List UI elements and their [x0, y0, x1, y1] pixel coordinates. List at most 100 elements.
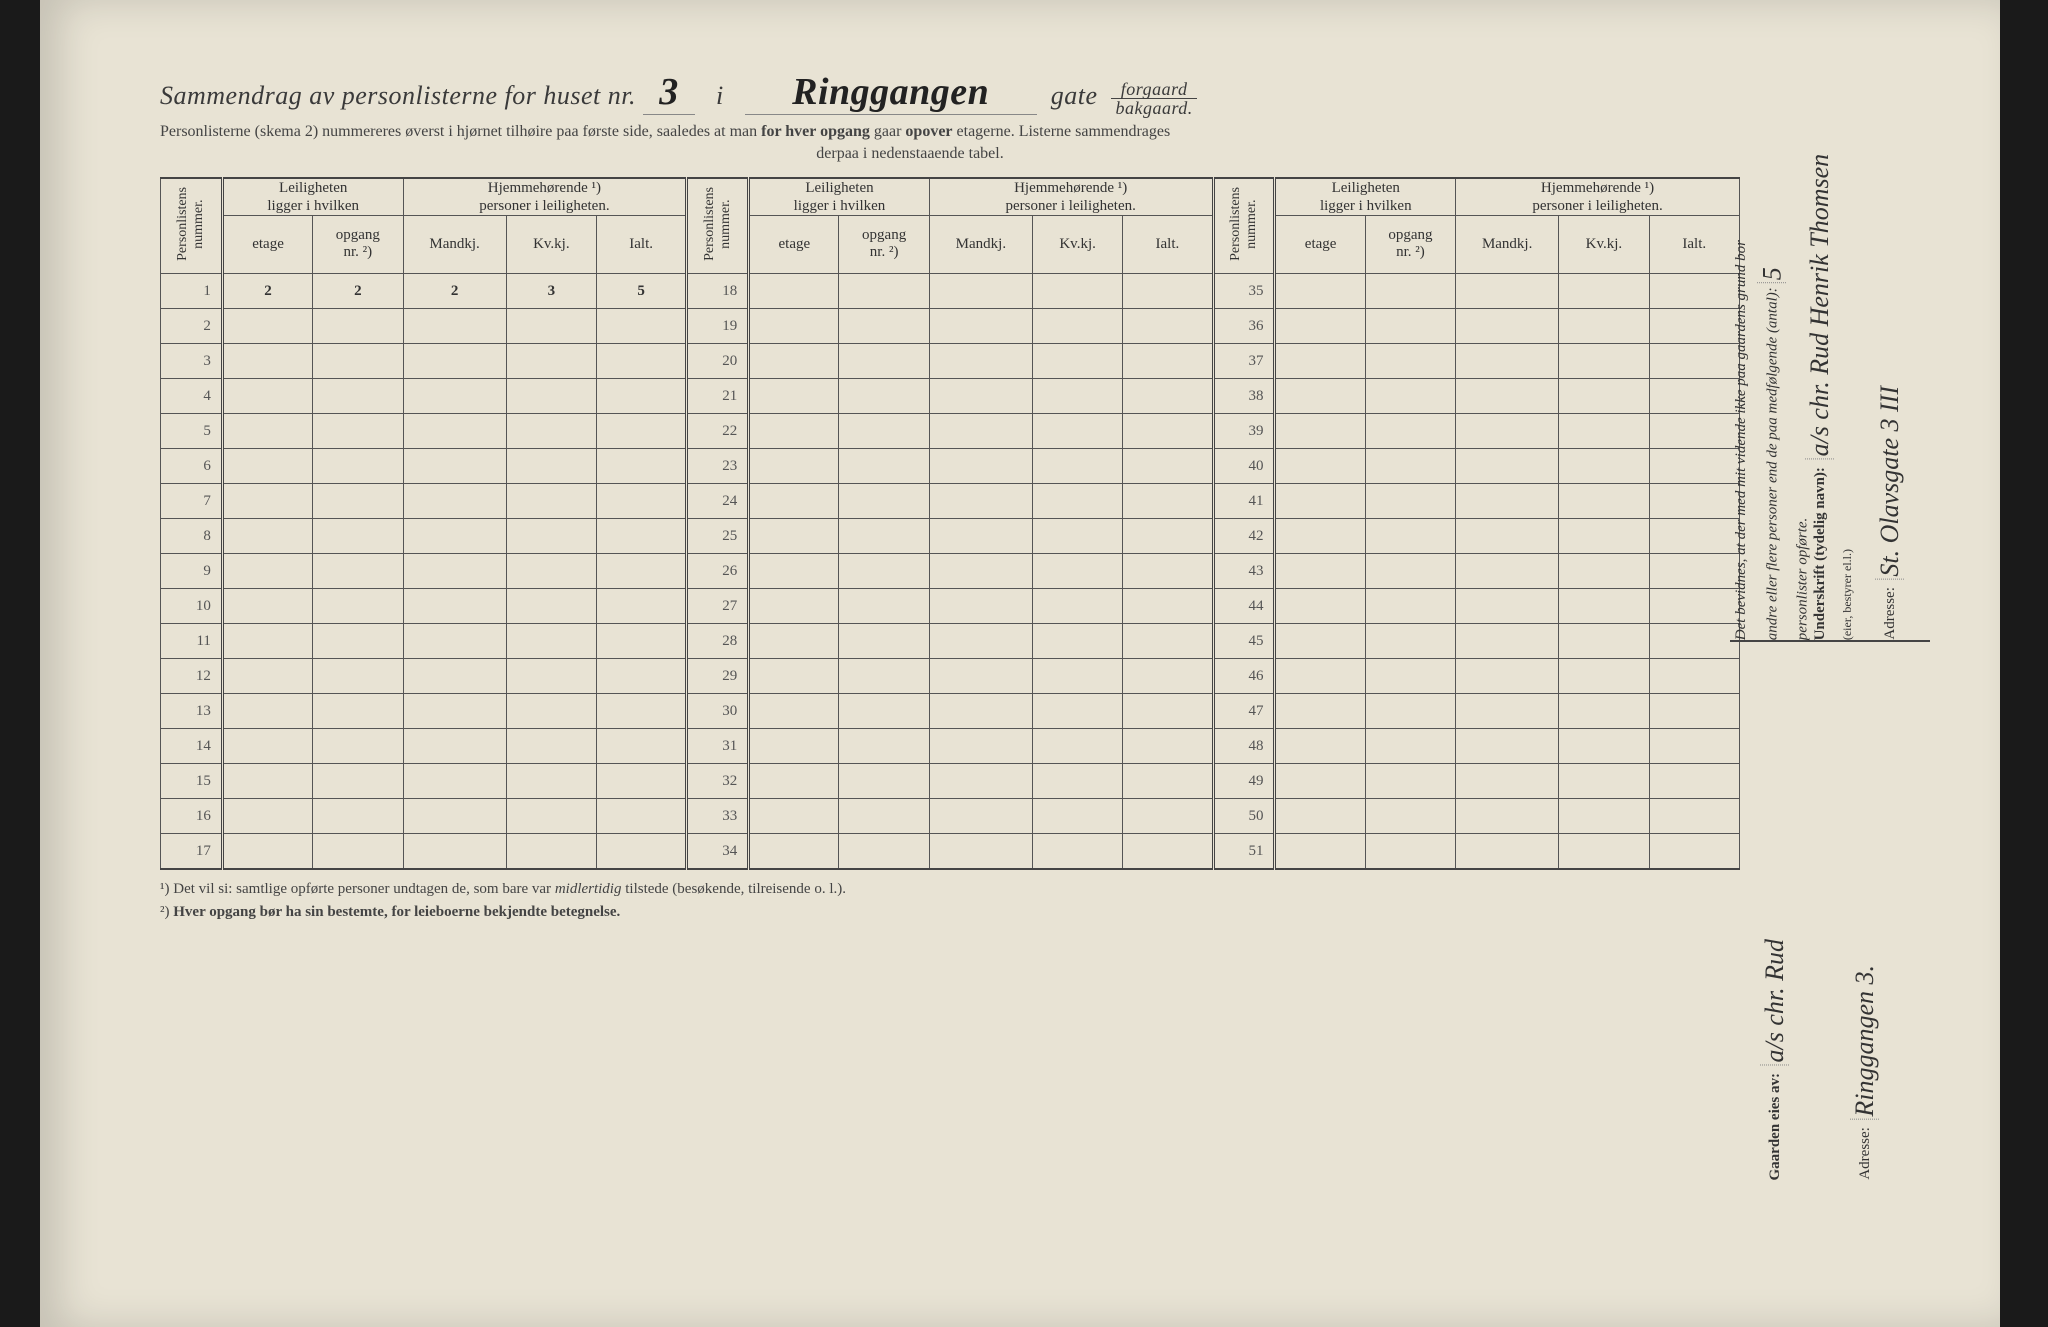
table-cell [222, 624, 312, 659]
table-cell [1275, 729, 1365, 764]
table-cell [1275, 379, 1365, 414]
table-cell [749, 344, 839, 379]
table-row: 72441 [161, 484, 1740, 519]
table-cell [1275, 554, 1365, 589]
table-cell: 42 [1213, 519, 1275, 554]
table-cell [749, 414, 839, 449]
table-cell [749, 309, 839, 344]
table-cell [1456, 554, 1559, 589]
table-cell: 6 [161, 449, 223, 484]
table-cell [403, 344, 506, 379]
table-cell: 32 [687, 764, 749, 799]
table-cell [1123, 274, 1213, 309]
table-cell [929, 519, 1032, 554]
hdr-opgang-2: opgangnr. ²) [839, 215, 929, 274]
table-cell [1032, 799, 1122, 834]
table-cell [313, 344, 403, 379]
table-cell: 14 [161, 729, 223, 764]
table-cell [222, 764, 312, 799]
table-cell [222, 554, 312, 589]
table-cell: 33 [687, 799, 749, 834]
table-cell [1559, 694, 1649, 729]
table-cell [1123, 799, 1213, 834]
house-number: 3 [643, 70, 695, 115]
table-cell [1365, 589, 1455, 624]
hdr-leiligheten-1: Leilighetenligger i hvilken [222, 178, 403, 216]
table-cell [1456, 659, 1559, 694]
table-row: 52239 [161, 414, 1740, 449]
table-cell: 13 [161, 694, 223, 729]
table-cell [1275, 344, 1365, 379]
table-cell [839, 729, 929, 764]
sub1d: opover [905, 123, 952, 140]
table-cell [1456, 484, 1559, 519]
hdr-etage-1: etage [222, 215, 312, 274]
table-cell: 47 [1213, 694, 1275, 729]
eier-small: (eier, bestyrer el.l.) [1840, 549, 1855, 640]
table-cell [1032, 764, 1122, 799]
table-cell [1559, 834, 1649, 870]
footnote-2: ²) Hver opgang bør ha sin bestemte, for … [160, 901, 1860, 924]
table-cell [313, 764, 403, 799]
table-cell: 39 [1213, 414, 1275, 449]
table-cell [506, 834, 596, 870]
table-cell: 20 [687, 344, 749, 379]
table-cell [1649, 799, 1739, 834]
bevidnes-text: Det bevidnes, at der med mit vidende ikk… [1730, 240, 1814, 640]
table-cell [1123, 729, 1213, 764]
table-cell [222, 414, 312, 449]
table-cell [1559, 414, 1649, 449]
table-cell: 2 [403, 274, 506, 309]
table-cell [403, 484, 506, 519]
table-cell [1275, 799, 1365, 834]
table-cell [506, 589, 596, 624]
table-row: 112845 [161, 624, 1740, 659]
table-cell [506, 484, 596, 519]
hdr-mandkj-2: Mandkj. [929, 215, 1032, 274]
table-cell [222, 589, 312, 624]
frac-top: forgaard [1111, 80, 1196, 99]
table-cell: 40 [1213, 449, 1275, 484]
table-cell [403, 414, 506, 449]
table-cell [1032, 834, 1122, 870]
table-cell [506, 764, 596, 799]
table-cell [596, 834, 686, 870]
table-cell [222, 659, 312, 694]
gaarden-value: a/s chr. Rud [1760, 939, 1789, 1066]
table-cell [1123, 449, 1213, 484]
hdr-kvkj-1: Kv.kj. [506, 215, 596, 274]
table-body: 1222351835219363203742138522396234072441… [161, 274, 1740, 870]
table-cell: 16 [161, 799, 223, 834]
table-cell [313, 309, 403, 344]
hdr-personlistens-1: Personlistensnummer. [161, 178, 223, 274]
table-cell: 26 [687, 554, 749, 589]
table-cell [1365, 519, 1455, 554]
underskrift-line: Underskrift (tydelig navn): a/s chr. Rud… [1805, 154, 1835, 640]
table-cell [1649, 519, 1739, 554]
street-name: Ringgangen [745, 70, 1037, 115]
footnotes: ¹) Det vil si: samtlige opførte personer… [160, 878, 1860, 923]
table-cell [929, 834, 1032, 870]
table-cell [1456, 274, 1559, 309]
hdr-leiligheten-2: Leilighetenligger i hvilken [749, 178, 930, 216]
table-cell [222, 344, 312, 379]
table-row: 143148 [161, 729, 1740, 764]
table-cell: 2 [222, 274, 312, 309]
table-row: 42138 [161, 379, 1740, 414]
table-row: 21936 [161, 309, 1740, 344]
table-cell [596, 484, 686, 519]
table-cell [1365, 659, 1455, 694]
adresse2-line: Adresse: Ringgangen 3. [1850, 965, 1880, 1180]
table-cell [1032, 729, 1122, 764]
table-cell [1559, 274, 1649, 309]
table-cell [749, 834, 839, 870]
table-cell [403, 589, 506, 624]
table-cell [839, 799, 929, 834]
table-cell [1123, 344, 1213, 379]
table-row: 32037 [161, 344, 1740, 379]
table-cell [1123, 519, 1213, 554]
table-cell: 5 [161, 414, 223, 449]
table-cell [929, 729, 1032, 764]
table-cell: 41 [1213, 484, 1275, 519]
table-cell [1456, 764, 1559, 799]
